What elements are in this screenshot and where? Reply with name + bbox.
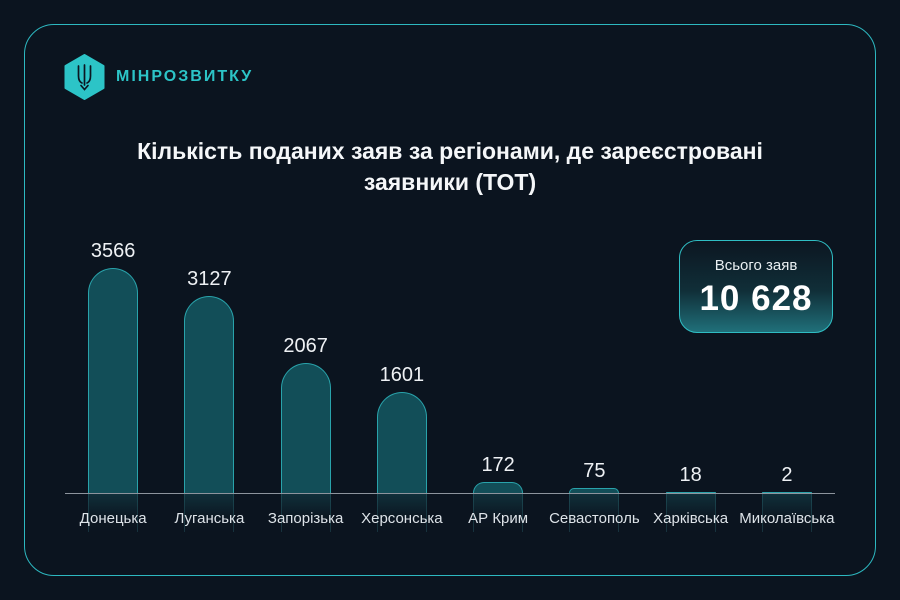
bar — [376, 392, 427, 493]
category-label: Херсонська — [361, 510, 443, 527]
bar-value-label: 172 — [481, 454, 515, 477]
bar-column: 18 — [643, 464, 739, 493]
bar-column: 172 — [450, 454, 546, 493]
bar-column: 1601 — [354, 364, 450, 493]
bar-value-label: 3566 — [90, 240, 136, 262]
category-label: Миколаївська — [739, 510, 835, 527]
bar-column: 3127 — [161, 268, 257, 493]
category-label: Луганська — [174, 510, 245, 527]
bar-value-label: 18 — [679, 463, 702, 486]
bar-value-label: 2 — [781, 464, 793, 486]
page-title: Кількість поданих заяв за регіонами, де … — [137, 138, 763, 196]
category-label: Харківська — [653, 510, 729, 527]
bar — [184, 295, 235, 493]
bar-value-label: 1601 — [379, 364, 425, 386]
category-label: Севастополь — [549, 510, 640, 527]
bar — [761, 492, 812, 493]
total-badge: Всього заяв 10 628 — [679, 240, 833, 333]
bar-value-label: 3127 — [187, 267, 232, 290]
brand-logo: МІНРОЗВИТКУ — [64, 54, 253, 100]
bar-column: 2 — [739, 464, 835, 493]
axis-line — [65, 493, 835, 494]
brand-name: МІНРОЗВИТКУ — [116, 68, 254, 85]
category-label: АР Крим — [468, 510, 529, 527]
bar — [88, 268, 139, 493]
category-label: Донецька — [79, 510, 147, 527]
bar-value-label: 75 — [583, 460, 606, 483]
bar-value-label: 2067 — [283, 334, 328, 357]
category-label: Запорізька — [267, 510, 344, 527]
total-badge-label: Всього заяв — [714, 257, 798, 274]
total-badge-value: 10 628 — [699, 279, 813, 318]
bar — [665, 491, 716, 493]
bar — [280, 362, 331, 493]
category-labels-row: Донецька Луганська Запорізька Херсонська АР … — [65, 510, 835, 527]
bars-row: 3566 3127 2067 1601 172 75 18 2 — [65, 233, 835, 493]
bar-column: 3566 — [65, 240, 161, 493]
bar — [473, 482, 524, 493]
bar-column: 2067 — [258, 335, 354, 493]
bar-column: 75 — [546, 460, 642, 493]
tryzub-hexagon-icon — [64, 54, 105, 100]
